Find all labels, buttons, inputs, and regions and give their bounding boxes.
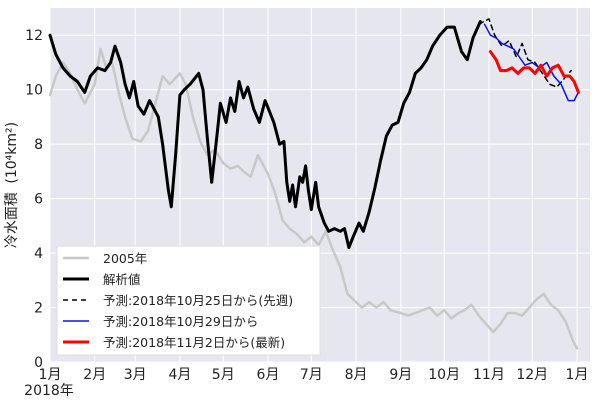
y-tick-label: 8 xyxy=(34,137,43,153)
legend-label-4: 予測:2018年11月2日から(最新) xyxy=(103,335,285,350)
x-tick-label: 5月 xyxy=(212,367,235,383)
x-tick-label: 9月 xyxy=(389,367,412,383)
y-tick-label: 4 xyxy=(34,246,43,262)
x-tick-label: 4月 xyxy=(168,367,191,383)
x-tick-label: 2月 xyxy=(83,367,106,383)
y-axis-label-text: 冷水面積 xyxy=(4,192,20,248)
legend-label-3: 予測:2018年10月29日から xyxy=(103,314,258,329)
x-tick-label: 8月 xyxy=(345,367,368,383)
series-line-1 xyxy=(48,20,482,250)
series-lines xyxy=(48,18,580,350)
series-line-3 xyxy=(483,23,580,102)
y-tick-label: 6 xyxy=(34,192,43,208)
series-line-2 xyxy=(478,18,572,88)
y-axis-ticks: 0 2 4 6 8 10 12 xyxy=(25,28,43,371)
y-tick-label: 10 xyxy=(25,83,43,99)
x-axis-ticks: 1月 2月 3月 4月 5月 6月 7月 8月 9月 10月 11月 12月 1月 xyxy=(39,367,589,383)
x-tick-label: 1月 xyxy=(39,367,62,383)
legend-label-2: 予測:2018年10月25日から(先週) xyxy=(103,293,293,308)
x-tick-label: 12月 xyxy=(516,367,548,383)
series-line-4 xyxy=(488,50,580,94)
legend-box xyxy=(56,245,321,356)
x-tick-label: 6月 xyxy=(257,367,280,383)
x-tick-label: 7月 xyxy=(300,367,323,383)
x-tick-label: 1月 xyxy=(566,367,589,383)
legend-label-0: 2005年 xyxy=(103,251,147,266)
y-axis-label: 冷水面積 (10⁴km²) xyxy=(4,122,20,248)
y-tick-label: 12 xyxy=(25,28,43,44)
y-axis-label-unit: (10⁴km²) xyxy=(4,122,20,184)
y-tick-label: 2 xyxy=(34,301,43,317)
y-tick-label: 0 xyxy=(34,355,43,371)
x-tick-label: 3月 xyxy=(124,367,147,383)
legend-label-1: 解析値 xyxy=(103,272,141,287)
x-axis-year-label: 2018年 xyxy=(24,383,74,399)
x-tick-label: 10月 xyxy=(428,367,460,383)
x-tick-label: 11月 xyxy=(473,367,505,383)
series-line-0 xyxy=(48,47,579,350)
